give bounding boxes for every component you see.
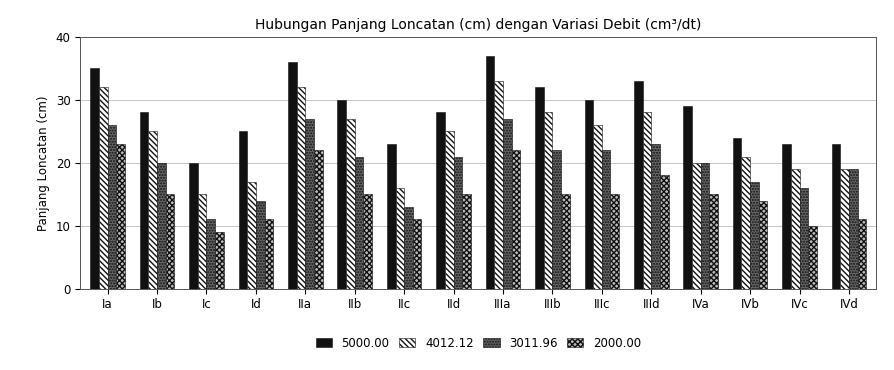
Bar [387,144,395,289]
Bar [660,175,669,289]
Bar [99,87,107,289]
Bar [692,163,701,289]
Bar [799,188,808,289]
Bar [857,219,866,289]
Legend: 5000.00, 4012.12, 3011.96, 2000.00: 5000.00, 4012.12, 3011.96, 2000.00 [312,333,645,353]
Bar [190,163,198,289]
Bar [215,232,224,289]
Bar [265,219,274,289]
Bar [157,163,165,289]
Bar [544,112,552,289]
Bar [840,169,849,289]
Bar [355,157,363,289]
Bar [651,144,660,289]
Bar [511,150,520,289]
Bar [585,100,594,289]
Bar [139,112,148,289]
Bar [363,194,372,289]
Bar [561,194,569,289]
Bar [733,138,741,289]
Bar [701,163,709,289]
Bar [750,182,759,289]
Bar [552,150,561,289]
Bar [831,144,840,289]
Bar [808,226,817,289]
Bar [207,219,215,289]
Bar [594,125,602,289]
Bar [148,131,157,289]
Bar [248,182,256,289]
Y-axis label: Panjang Loncatan (cm): Panjang Loncatan (cm) [38,95,50,231]
Bar [297,87,306,289]
Bar [485,56,494,289]
Bar [741,157,750,289]
Bar [683,106,692,289]
Bar [395,188,404,289]
Bar [314,150,323,289]
Bar [198,194,207,289]
Bar [634,81,643,289]
Bar [337,100,346,289]
Bar [782,144,791,289]
Bar [536,87,544,289]
Bar [445,131,453,289]
Bar [759,201,767,289]
Bar [709,194,718,289]
Bar [849,169,857,289]
Bar [256,201,265,289]
Bar [346,119,355,289]
Bar [306,119,314,289]
Bar [165,194,174,289]
Bar [494,81,503,289]
Bar [643,112,651,289]
Bar [288,62,297,289]
Bar [116,144,125,289]
Bar [90,68,99,289]
Bar [239,131,248,289]
Bar [107,125,116,289]
Bar [503,119,511,289]
Bar [413,219,421,289]
Bar [453,157,462,289]
Bar [602,150,611,289]
Title: Hubungan Panjang Loncatan (cm) dengan Variasi Debit (cm³/dt): Hubungan Panjang Loncatan (cm) dengan Va… [255,18,702,32]
Bar [462,194,471,289]
Bar [791,169,799,289]
Bar [436,112,445,289]
Bar [611,194,620,289]
Bar [404,207,413,289]
